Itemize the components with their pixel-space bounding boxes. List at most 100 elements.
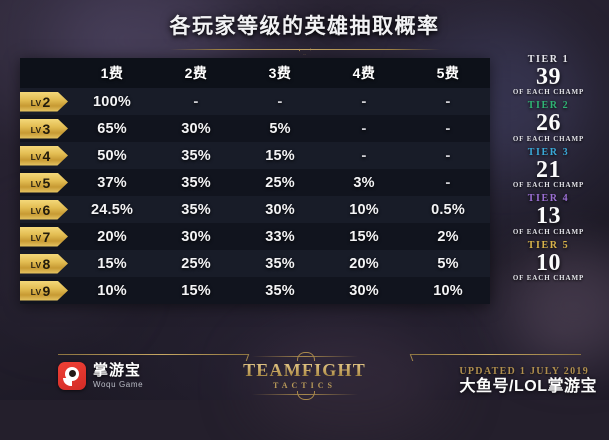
prob-cell: - <box>445 93 451 110</box>
prob-cell: 25% <box>181 255 211 272</box>
woqu-logo-icon <box>58 362 86 390</box>
prob-cell: 30% <box>265 201 295 218</box>
tier-entry: TIER 2 26 OF EACH CHAMP <box>496 100 601 142</box>
level-number: 5 <box>42 174 51 191</box>
table-row: LV 4 50% 35% 15% - - <box>20 142 490 169</box>
tier-entry: TIER 1 39 OF EACH CHAMP <box>496 54 601 96</box>
brand-name-cn: 掌游宝 <box>93 361 142 379</box>
level-badge: LV 8 <box>20 253 68 274</box>
tier-label: TIER 3 <box>527 146 570 158</box>
prob-cell: - <box>361 147 367 164</box>
level-prefix: LV <box>30 259 42 270</box>
level-number: 2 <box>42 93 51 110</box>
prob-cell: - <box>361 93 367 110</box>
prob-cell: 50% <box>97 147 127 164</box>
level-number: 3 <box>42 120 51 137</box>
tier-label: TIER 4 <box>527 193 570 205</box>
game-logo: TEAMFIGHT TACTICS <box>220 352 390 400</box>
prob-cell: - <box>445 174 451 191</box>
prob-cell: - <box>193 93 199 110</box>
tier-sublabel: OF EACH CHAMP <box>512 134 585 143</box>
tier-sublabel: OF EACH CHAMP <box>512 181 585 190</box>
prob-cell: - <box>445 147 451 164</box>
prob-cell: 35% <box>265 255 295 272</box>
tier-panel: TIER 1 39 OF EACH CHAMP TIER 2 26 OF EACH CHA… <box>496 54 601 286</box>
level-cell: LV 6 <box>20 196 70 223</box>
level-number: 4 <box>42 147 51 164</box>
level-badge: LV 2 <box>20 91 68 112</box>
prob-cell: 15% <box>181 282 211 299</box>
level-cell: LV 4 <box>20 142 70 169</box>
level-prefix: LV <box>30 178 42 189</box>
prob-cell: 100% <box>93 93 131 110</box>
footer-rule-right <box>409 354 581 361</box>
prob-cell: 25% <box>265 174 295 191</box>
tier-count: 10 <box>536 249 561 276</box>
tier-entry: TIER 4 13 OF EACH CHAMP <box>496 193 601 235</box>
level-badge: LV 4 <box>20 145 68 166</box>
prob-cell: 20% <box>349 255 379 272</box>
page-title: 各玩家等级的英雄抽取概率 <box>169 15 440 38</box>
tier-label: TIER 2 <box>527 100 570 112</box>
prob-cell: 5% <box>269 120 291 137</box>
level-badge: LV 6 <box>20 199 68 220</box>
updated-date: UPDATED 1 JULY 2019 <box>459 366 589 377</box>
prob-cell: - <box>445 120 451 137</box>
title-block: 各玩家等级的英雄抽取概率 <box>0 10 609 58</box>
level-badge: LV 7 <box>20 226 68 247</box>
column-header-5: 5费 <box>436 65 460 81</box>
column-header-4: 4费 <box>352 65 376 81</box>
prob-cell: 37% <box>97 174 127 191</box>
table-row: LV 3 65% 30% 5% - - <box>20 115 490 142</box>
level-badge: LV 3 <box>20 118 68 139</box>
level-cell: LV 2 <box>20 88 70 115</box>
prob-cell: 35% <box>265 282 295 299</box>
tier-label: TIER 1 <box>527 54 570 65</box>
footer-rule-left <box>58 354 250 361</box>
table-header-row: 1费 2费 3费 4费 5费 <box>20 58 490 88</box>
table-row: LV 6 24.5% 35% 30% 10% 0.5% <box>20 196 490 223</box>
tier-label: TIER 5 <box>527 239 570 251</box>
level-cell: LV 8 <box>20 250 70 277</box>
level-badge: LV 5 <box>20 172 68 193</box>
prob-cell: 33% <box>265 228 295 245</box>
prob-cell: 24.5% <box>90 201 134 218</box>
header-level-cell <box>20 58 70 88</box>
column-header-1: 1费 <box>100 65 124 81</box>
prob-cell: 30% <box>181 228 211 245</box>
prob-cell: 30% <box>349 282 379 299</box>
brand-block: 掌游宝 Woqu Game <box>58 362 143 390</box>
game-subtitle: TACTICS <box>273 380 336 390</box>
tier-sublabel: OF EACH CHAMP <box>512 88 585 97</box>
level-prefix: LV <box>30 124 42 135</box>
prob-cell: - <box>277 93 283 110</box>
level-prefix: LV <box>30 205 42 216</box>
level-prefix: LV <box>30 151 42 162</box>
level-cell: LV 9 <box>20 277 70 304</box>
prob-cell: 2% <box>437 228 459 245</box>
tier-count: 39 <box>536 64 561 90</box>
prob-cell: 5% <box>437 255 459 272</box>
table-row: LV 7 20% 30% 33% 15% 2% <box>20 223 490 250</box>
level-prefix: LV <box>30 97 42 108</box>
column-header-3: 3费 <box>268 65 292 81</box>
table-row: LV 9 10% 15% 35% 30% 10% <box>20 277 490 304</box>
table-row: LV 5 37% 35% 25% 3% - <box>20 169 490 196</box>
footer: 掌游宝 Woqu Game TEAMFIGHT TACTICS UPDATED … <box>0 344 609 400</box>
probability-table: 1费 2费 3费 4费 5费 LV 2 100% - - - - LV 3 65% 30% 5% - - LV 4 50%… <box>20 58 490 304</box>
level-number: 8 <box>42 255 51 272</box>
table-row: LV 2 100% - - - - <box>20 88 490 115</box>
tier-sublabel: OF EACH CHAMP <box>512 274 585 283</box>
prob-cell: 3% <box>353 174 375 191</box>
prob-cell: 35% <box>181 174 211 191</box>
level-number: 7 <box>42 228 51 245</box>
prob-cell: 10% <box>349 201 379 218</box>
brand-name-en: Woqu Game <box>93 380 144 390</box>
game-title: TEAMFIGHT <box>220 361 390 380</box>
tier-sublabel: OF EACH CHAMP <box>512 227 585 236</box>
prob-cell: 0.5% <box>431 201 465 218</box>
prob-cell: 15% <box>97 255 127 272</box>
prob-cell: 15% <box>349 228 379 245</box>
tier-count: 21 <box>536 156 561 183</box>
prob-cell: 10% <box>433 282 463 299</box>
